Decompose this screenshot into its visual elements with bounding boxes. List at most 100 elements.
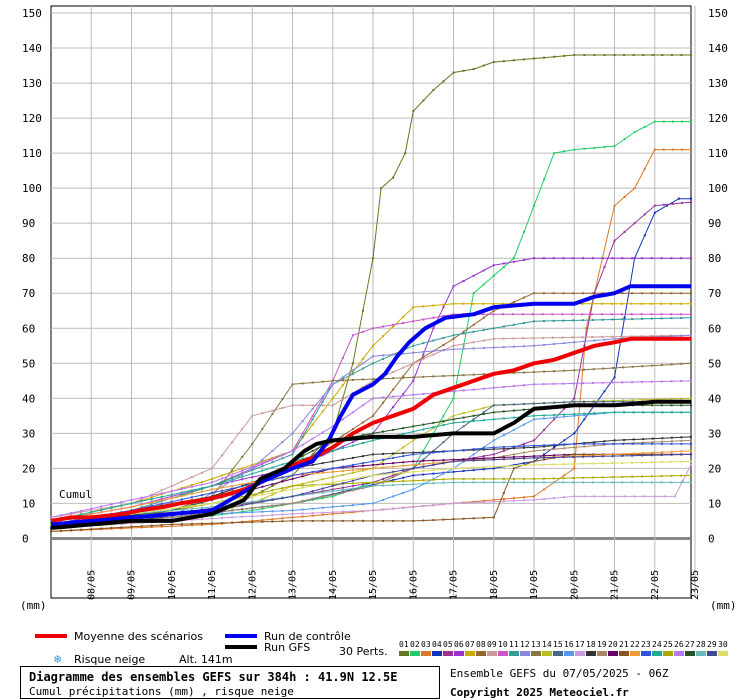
series-point (591, 476, 594, 479)
series-point (533, 463, 536, 466)
series-point (665, 204, 668, 207)
series-point (533, 418, 536, 421)
series-point (593, 444, 596, 447)
series-point (662, 120, 665, 123)
series-point (482, 501, 485, 504)
series-point (613, 337, 616, 340)
series-point (512, 260, 515, 263)
series-point (573, 413, 576, 416)
series-point (650, 475, 653, 478)
series-point (291, 516, 294, 519)
series-point (670, 440, 673, 443)
series-point (422, 305, 425, 308)
series-point (422, 465, 425, 468)
series-point (563, 447, 566, 450)
series-point (462, 477, 465, 480)
x-tick-label: 11/05 (207, 570, 218, 600)
series-point (442, 481, 445, 484)
series-point (593, 441, 596, 444)
series-point (551, 336, 554, 339)
series-point (120, 522, 123, 525)
series-point (492, 446, 495, 449)
series-point (321, 478, 324, 481)
legend-member-swatch (487, 651, 497, 656)
series-point (382, 335, 385, 338)
series-point (412, 430, 415, 433)
series-point (60, 529, 63, 532)
series-point (593, 54, 596, 57)
y-tick-label-right: 110 (708, 147, 728, 160)
series-point (623, 195, 626, 198)
series-point (140, 525, 143, 528)
legend-member-swatch (641, 651, 651, 656)
series-point (680, 411, 683, 414)
series-point (620, 335, 623, 338)
legend-member-swatch (421, 651, 431, 656)
series-point (351, 463, 354, 466)
legend-member-swatch (410, 651, 420, 656)
legend-member-number: 08 (476, 640, 486, 649)
series-point (402, 452, 405, 455)
series-point (341, 447, 344, 450)
series-point (50, 530, 52, 533)
cumul-annotation: Cumul (59, 488, 92, 501)
run-info: Ensemble GEFS du 07/05/2025 - 06Z (450, 667, 669, 680)
series-point (452, 518, 455, 521)
series-point (160, 515, 163, 518)
legend-member-number: 06 (454, 640, 464, 649)
series-point (543, 178, 546, 181)
series-point (563, 415, 566, 418)
series-point (130, 525, 133, 528)
series-point (392, 388, 395, 391)
series-point (382, 357, 385, 360)
series-point (211, 502, 214, 505)
series-point (572, 382, 575, 385)
series-point (452, 502, 455, 505)
series-point (442, 303, 445, 306)
series-point (553, 446, 556, 449)
legend-perts-label: 30 Perts. (339, 645, 388, 658)
series-point (281, 503, 284, 506)
series-point (472, 302, 475, 305)
series-point (492, 61, 495, 64)
series-point (150, 524, 153, 527)
series-point (543, 414, 546, 417)
series-point (472, 341, 475, 344)
x-tick-label: 16/05 (408, 570, 419, 600)
series-point (241, 501, 244, 504)
series-point (582, 292, 585, 295)
series-point (321, 471, 324, 474)
y-tick-label-right: 40 (708, 392, 721, 405)
series-point (402, 519, 405, 522)
series-point (372, 460, 375, 463)
series-point (621, 399, 624, 402)
series-point (602, 442, 605, 445)
series-point (651, 411, 654, 414)
series-point (552, 481, 555, 484)
series-point (680, 202, 683, 205)
series-point (130, 522, 133, 525)
series-point (583, 412, 586, 415)
series-point (543, 402, 546, 405)
y-tick-label-right: 120 (708, 112, 728, 125)
series-point (621, 481, 624, 484)
series-point (502, 434, 505, 437)
series-point (630, 302, 633, 305)
series-point (70, 529, 73, 532)
series-point (241, 515, 244, 518)
legend-member-number: 01 (399, 640, 409, 649)
series-point (543, 488, 546, 491)
series-point (351, 519, 354, 522)
series-point (402, 471, 405, 474)
legend-member-number: 25 (663, 640, 673, 649)
series-point (100, 511, 103, 514)
series-point (670, 460, 673, 463)
series-point (241, 471, 244, 474)
y-tick-label-left: 90 (22, 217, 35, 230)
series-point (321, 462, 324, 465)
series-point (631, 318, 634, 321)
series-point (261, 473, 264, 476)
series-point (582, 400, 585, 403)
series-point (651, 364, 654, 367)
series-point (382, 519, 385, 522)
